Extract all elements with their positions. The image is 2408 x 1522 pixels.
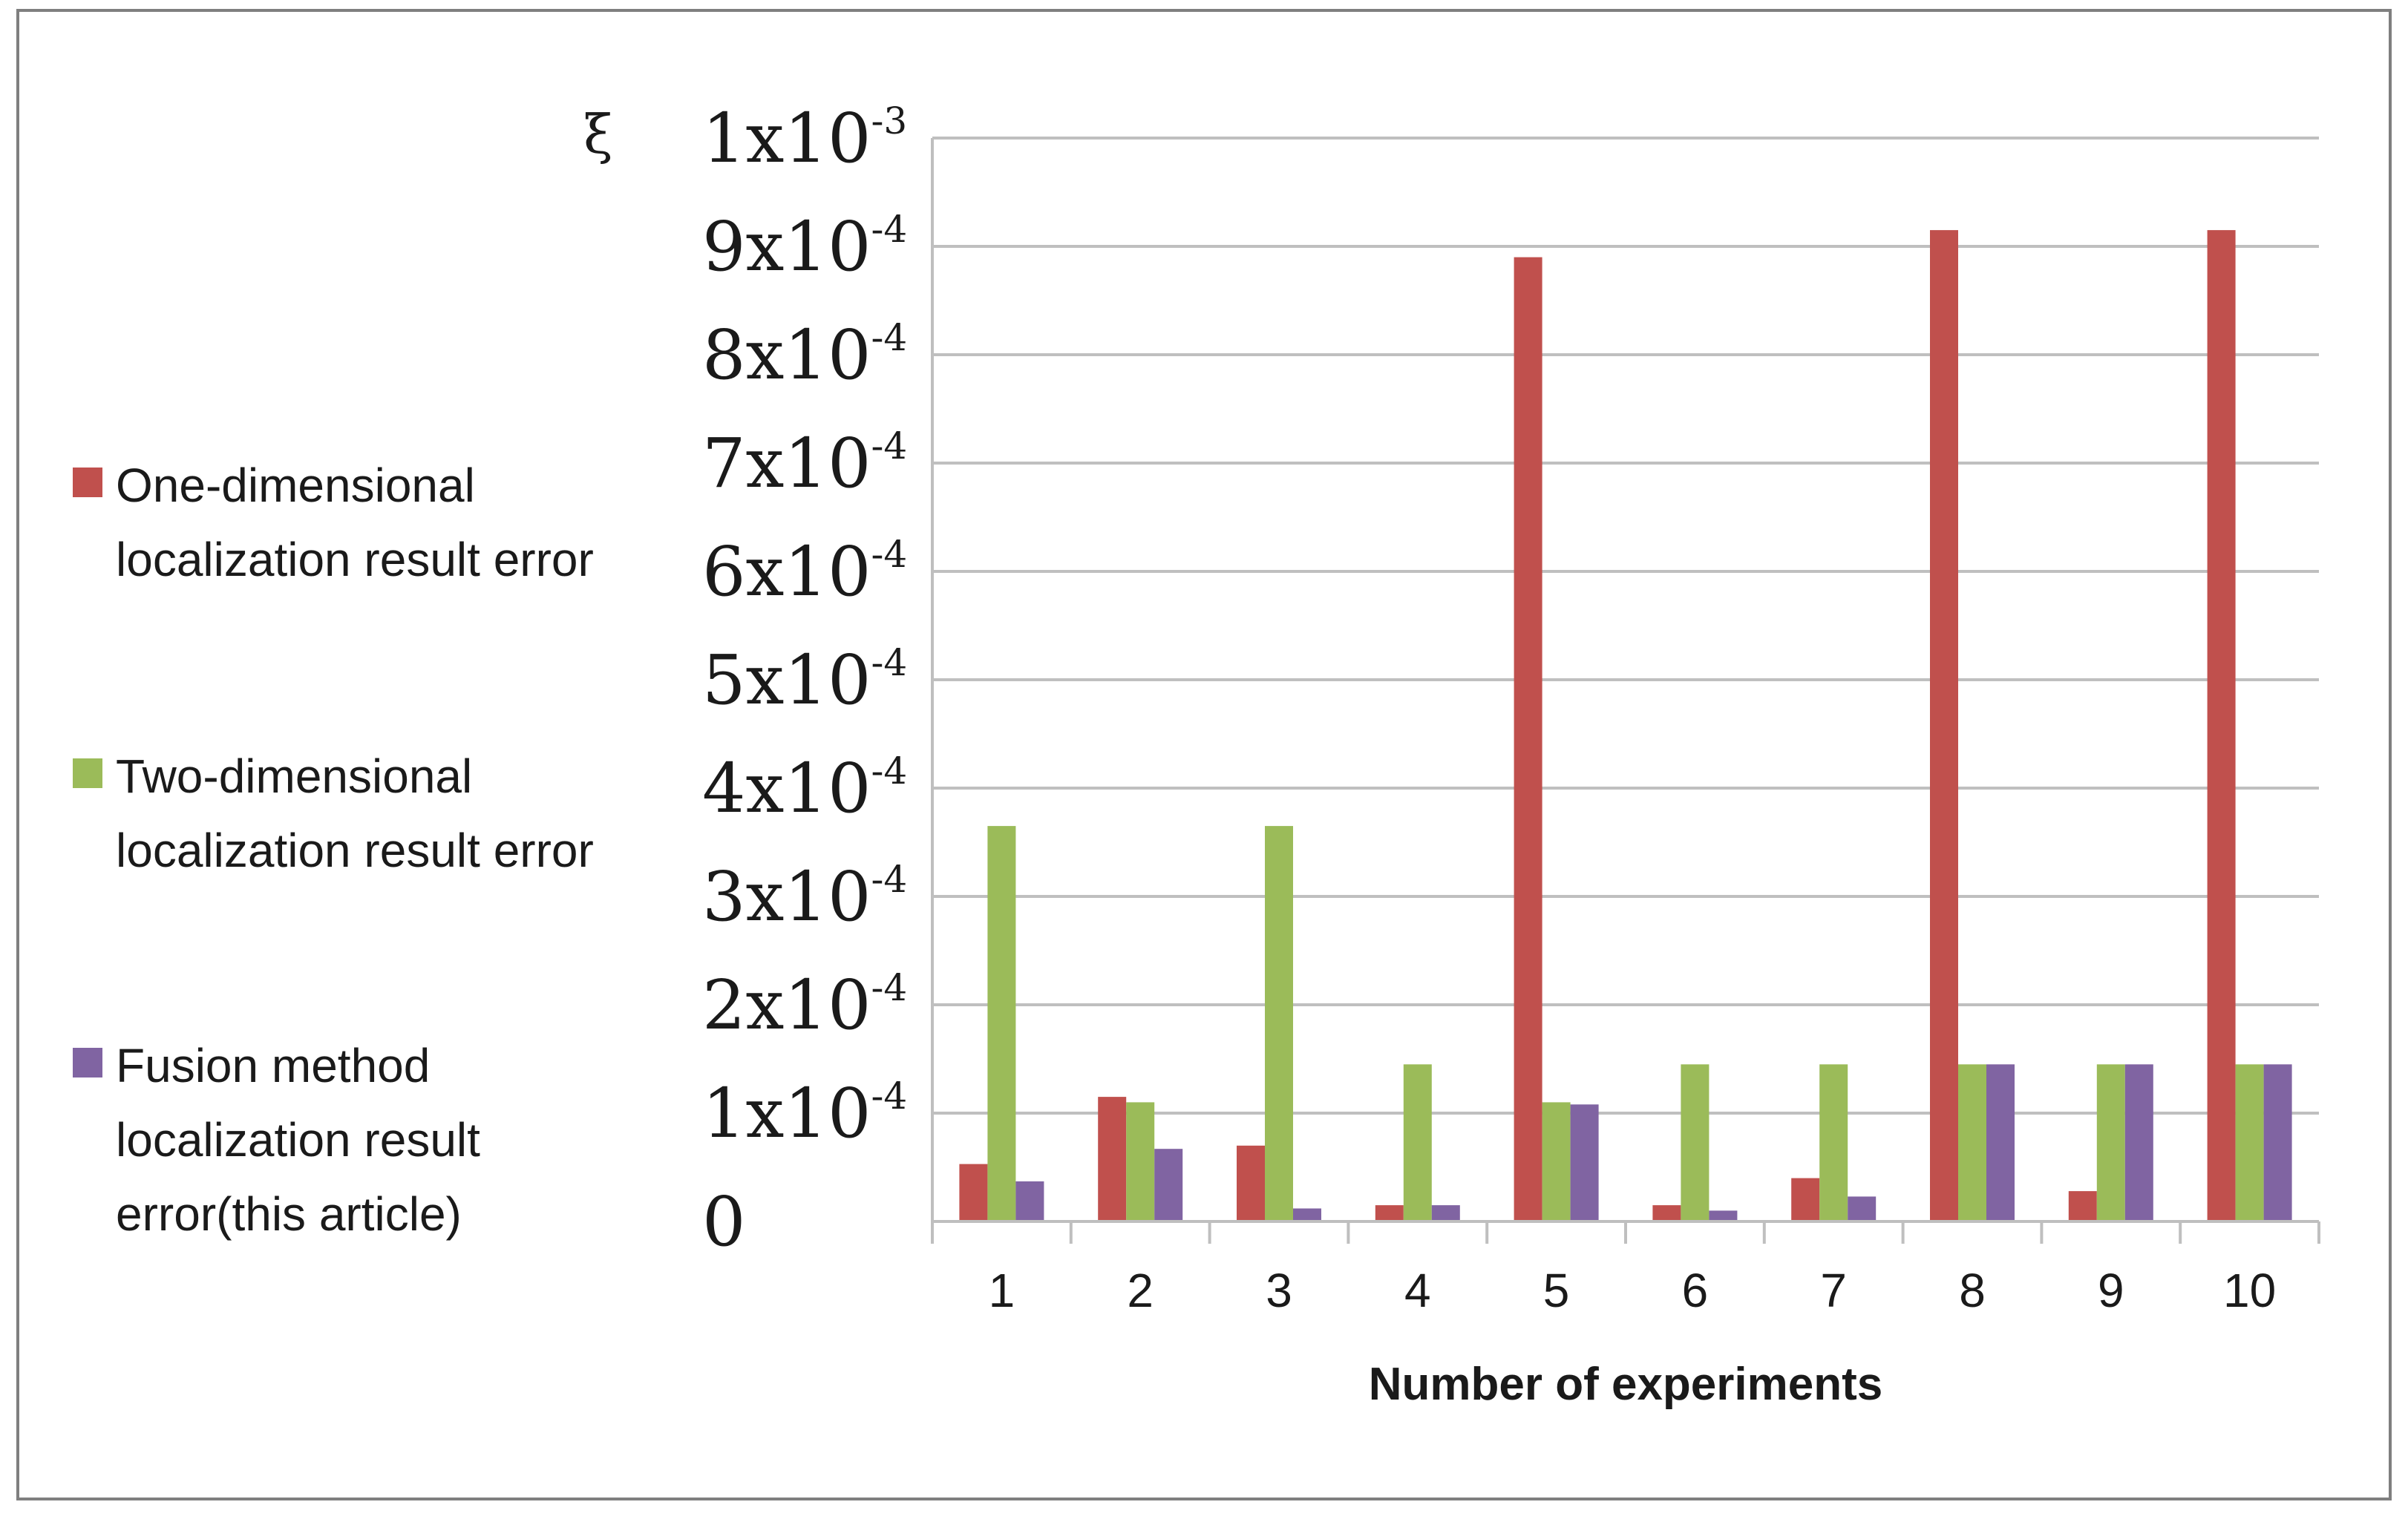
- legend-label: One-dimensional: [116, 459, 475, 512]
- legend: One-dimensional localization result error…: [73, 459, 594, 1241]
- bar-2-6: [1681, 1064, 1710, 1221]
- bar-3-7: [1848, 1196, 1877, 1221]
- y-tick-base: 9x10: [702, 207, 871, 286]
- x-tick-label: 1: [989, 1264, 1015, 1317]
- x-tick-label: 5: [1543, 1264, 1570, 1317]
- bar-3-3: [1293, 1208, 1321, 1221]
- legend-swatch: [73, 758, 102, 788]
- y-tick-label: 1x10-3: [702, 99, 907, 178]
- bar-2-10: [2235, 1064, 2264, 1221]
- bar-1-9: [2068, 1191, 2097, 1221]
- bar-1-10: [2207, 230, 2236, 1222]
- legend-item: Fusion method localization result error(th…: [73, 1039, 480, 1241]
- y-tick-label: 9x10-4: [702, 207, 907, 286]
- bar-3-8: [1986, 1064, 2015, 1221]
- gridlines: [932, 137, 2319, 1115]
- legend-swatch: [73, 468, 102, 497]
- bar-3-6: [1709, 1210, 1738, 1221]
- y-axis-ticks: 01x10-42x10-43x10-44x10-45x10-46x10-47x1…: [702, 99, 907, 1262]
- y-tick-exponent: -4: [871, 208, 907, 251]
- y-tick-base: 0: [702, 1182, 746, 1262]
- x-tick-label: 6: [1682, 1264, 1709, 1317]
- y-tick-exponent: -3: [871, 99, 907, 142]
- bar-3-4: [1431, 1205, 1460, 1221]
- legend-label: localization result: [116, 1113, 480, 1167]
- bar-2-3: [1265, 826, 1293, 1221]
- bar-1-3: [1237, 1145, 1265, 1221]
- y-tick-base: 8x10: [702, 315, 871, 395]
- bar-3-9: [2124, 1064, 2153, 1221]
- y-tick-exponent: -4: [871, 316, 907, 359]
- y-tick-base: 2x10: [702, 965, 871, 1045]
- y-tick-label: 1x10-4: [702, 1074, 907, 1153]
- x-tick-label: 4: [1404, 1264, 1431, 1317]
- bar-3-1: [1015, 1181, 1044, 1221]
- y-tick-label: 8x10-4: [702, 315, 907, 395]
- x-axis-ticks: 1 2 3 4 5 6 7 8 9 10: [931, 1221, 2320, 1317]
- y-tick-label: 4x10-4: [702, 749, 907, 828]
- bar-2-7: [1819, 1064, 1848, 1221]
- bar-1-8: [1930, 230, 1958, 1222]
- y-tick-exponent: -4: [871, 1075, 907, 1118]
- y-tick-exponent: -4: [871, 641, 907, 684]
- bar-1-1: [959, 1164, 988, 1221]
- y-tick-base: 1x10: [702, 99, 871, 178]
- x-tick-label: 8: [1959, 1264, 1986, 1317]
- bar-3-2: [1154, 1149, 1183, 1221]
- bar-2-5: [1542, 1102, 1571, 1221]
- bar-1-6: [1652, 1205, 1681, 1221]
- bar-3-5: [1570, 1104, 1599, 1221]
- y-tick-base: 7x10: [702, 424, 871, 503]
- y-tick-label: 3x10-4: [702, 857, 907, 937]
- bar-2-4: [1403, 1064, 1432, 1221]
- legend-swatch: [73, 1048, 102, 1077]
- legend-label: localization result error: [116, 533, 594, 586]
- x-tick-label: 3: [1266, 1264, 1292, 1317]
- y-axis-label: ξ: [583, 103, 613, 165]
- x-axis-label: Number of experiments: [1369, 1359, 1883, 1410]
- y-tick-base: 4x10: [702, 749, 871, 828]
- bar-1-7: [1791, 1178, 1820, 1221]
- bar-1-4: [1375, 1205, 1404, 1221]
- y-tick-label: 0: [702, 1182, 746, 1262]
- legend-label: Two-dimensional: [116, 749, 472, 803]
- y-tick-exponent: -4: [871, 424, 907, 468]
- bar-2-1: [987, 826, 1016, 1221]
- y-tick-base: 1x10: [702, 1074, 871, 1153]
- x-tick-label: 10: [2223, 1264, 2276, 1317]
- bar-chart: 01x10-42x10-43x10-44x10-45x10-46x10-47x1…: [73, 99, 2320, 1410]
- x-tick-label: 9: [2098, 1264, 2124, 1317]
- chart-frame: 0 1x10-4 2x10-4 3x10-4 4x10-4 5x10-4 6x10-4 7x1…: [16, 9, 2392, 1500]
- bar-2-9: [2096, 1064, 2125, 1221]
- bars: [959, 230, 2292, 1222]
- y-tick-exponent: -4: [871, 749, 907, 793]
- legend-label: localization result error: [116, 824, 594, 877]
- legend-label: Fusion method: [116, 1039, 430, 1092]
- y-tick-exponent: -4: [871, 858, 907, 901]
- bar-1-5: [1514, 257, 1542, 1222]
- y-tick-label: 5x10-4: [702, 640, 907, 720]
- x-tick-label: 7: [1820, 1264, 1847, 1317]
- y-tick-base: 5x10: [702, 640, 871, 720]
- y-tick-exponent: -4: [871, 533, 907, 576]
- y-tick-label: 6x10-4: [702, 532, 907, 611]
- bar-2-2: [1126, 1102, 1155, 1221]
- bar-1-2: [1098, 1097, 1127, 1221]
- bar-2-8: [1958, 1064, 1986, 1221]
- legend-label: error(this article): [116, 1187, 462, 1241]
- legend-item: Two-dimensional localization result error: [73, 749, 594, 877]
- y-tick-label: 2x10-4: [702, 965, 907, 1045]
- y-tick-base: 3x10: [702, 857, 871, 937]
- y-tick-label: 7x10-4: [702, 424, 907, 503]
- legend-item: One-dimensional localization result error: [73, 459, 594, 586]
- bar-3-10: [2263, 1064, 2292, 1221]
- y-tick-exponent: -4: [871, 966, 907, 1009]
- y-tick-base: 6x10: [702, 532, 871, 611]
- x-tick-label: 2: [1127, 1264, 1154, 1317]
